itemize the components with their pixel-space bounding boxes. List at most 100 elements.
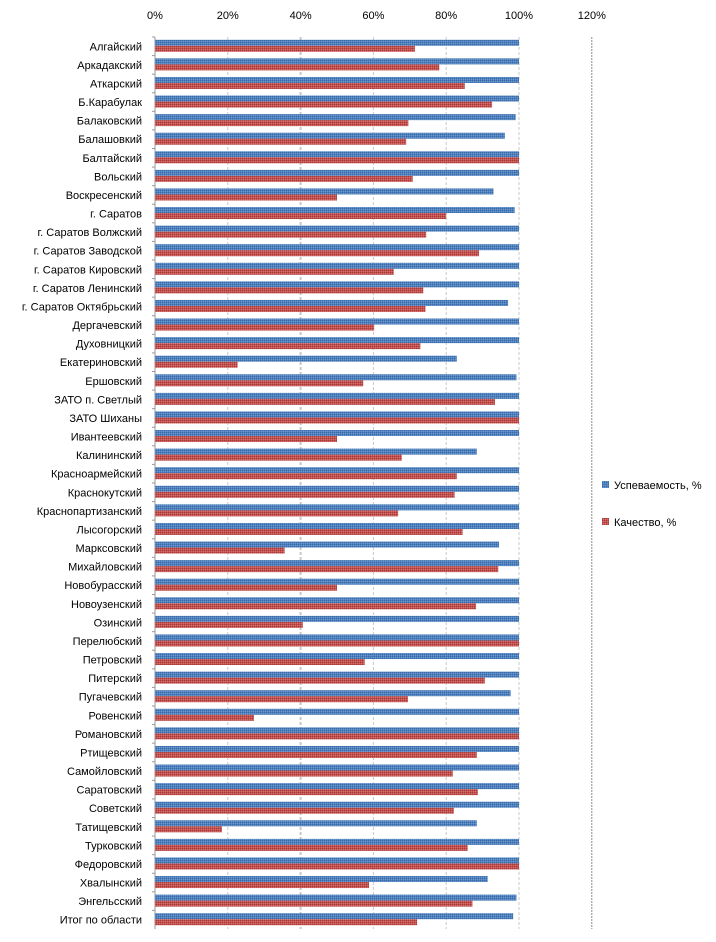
legend-label: Качество, % xyxy=(614,517,677,529)
bar-uspevaemost xyxy=(155,262,519,269)
bar-kachestvo xyxy=(155,714,255,721)
bar-kachestvo xyxy=(155,45,415,52)
bar-kachestvo xyxy=(155,436,337,443)
bar-uspevaemost xyxy=(155,504,519,511)
bar-kachestvo xyxy=(155,659,365,666)
category-label: Питерский xyxy=(88,673,142,685)
bar-kachestvo xyxy=(155,454,402,461)
bar-uspevaemost xyxy=(155,244,519,251)
bar-kachestvo xyxy=(155,900,473,907)
bar-kachestvo xyxy=(155,547,285,554)
bar-kachestvo xyxy=(155,343,421,350)
category-label: Балтайский xyxy=(82,153,142,165)
category-label: Татищевский xyxy=(75,822,142,834)
bar-uspevaemost xyxy=(155,151,519,158)
bar-kachestvo xyxy=(155,510,399,517)
bar-uspevaemost xyxy=(155,913,514,920)
x-tick-label: 100% xyxy=(505,10,533,22)
category-label: г. Саратов Волжский xyxy=(38,227,142,239)
bar-uspevaemost xyxy=(155,169,519,176)
bar-kachestvo xyxy=(155,82,465,89)
bar-kachestvo xyxy=(155,231,427,238)
bar-kachestvo xyxy=(155,213,447,220)
bar-uspevaemost xyxy=(155,58,519,65)
bar-kachestvo xyxy=(155,863,519,870)
category-label: Аркадакский xyxy=(77,60,142,72)
bar-uspevaemost xyxy=(155,894,517,901)
category-label: Михайловский xyxy=(68,562,142,574)
bar-uspevaemost xyxy=(155,355,457,362)
bar-kachestvo xyxy=(155,751,477,758)
category-label: Калининский xyxy=(76,450,142,462)
category-label: Ровенский xyxy=(89,710,143,722)
category-label: Хвалынский xyxy=(80,878,142,890)
category-label: г. Саратов Октябрьский xyxy=(22,301,142,313)
category-label: Марксовский xyxy=(75,543,142,555)
x-tick-label: 80% xyxy=(435,10,457,22)
bar-uspevaemost xyxy=(155,671,519,678)
bar-uspevaemost xyxy=(155,188,494,195)
category-label: Турковский xyxy=(85,840,142,852)
legend-swatch xyxy=(602,481,609,488)
bar-kachestvo xyxy=(155,361,238,368)
category-label: Озинский xyxy=(94,617,142,629)
category-label: ЗАТО Шиханы xyxy=(69,413,142,425)
bar-kachestvo xyxy=(155,175,413,182)
bar-kachestvo xyxy=(155,882,370,889)
bar-uspevaemost xyxy=(155,801,519,808)
bar-uspevaemost xyxy=(155,95,519,102)
bar-kachestvo xyxy=(155,138,407,145)
bar-kachestvo xyxy=(155,305,426,312)
category-label: Аткарский xyxy=(90,78,142,90)
bar-uspevaemost xyxy=(155,876,488,883)
bar-kachestvo xyxy=(155,250,479,257)
bar-uspevaemost xyxy=(155,820,477,827)
category-label: Федоровский xyxy=(75,859,142,871)
x-tick-label: 120% xyxy=(578,10,606,22)
bar-kachestvo xyxy=(155,287,424,294)
bar-kachestvo xyxy=(155,919,418,926)
category-label: Вольский xyxy=(94,171,142,183)
bar-uspevaemost xyxy=(155,560,519,567)
bar-kachestvo xyxy=(155,844,468,851)
bar-kachestvo xyxy=(155,417,519,424)
bar-uspevaemost xyxy=(155,299,509,306)
category-label: Екатериновский xyxy=(60,357,142,369)
bar-uspevaemost xyxy=(155,467,519,474)
bar-kachestvo xyxy=(155,157,519,164)
legend-label: Успеваемость, % xyxy=(614,480,702,492)
bar-kachestvo xyxy=(155,789,478,796)
bar-uspevaemost xyxy=(155,522,519,529)
bar-uspevaemost xyxy=(155,225,519,232)
bar-uspevaemost xyxy=(155,764,519,771)
bar-kachestvo xyxy=(155,566,499,573)
x-tick-label: 20% xyxy=(217,10,239,22)
category-label: Новоузенский xyxy=(71,599,142,611)
bar-uspevaemost xyxy=(155,430,519,437)
bar-kachestvo xyxy=(155,398,495,405)
bar-uspevaemost xyxy=(155,857,519,864)
bar-kachestvo xyxy=(155,473,457,480)
bar-uspevaemost xyxy=(155,281,519,288)
bar-uspevaemost xyxy=(155,39,519,46)
x-tick-label: 0% xyxy=(147,10,163,22)
bar-uspevaemost xyxy=(155,132,505,139)
category-label: Ртищевский xyxy=(80,747,142,759)
category-label: Ивантеевский xyxy=(71,432,142,444)
category-label: Балашовкий xyxy=(78,134,142,146)
bar-uspevaemost xyxy=(155,485,519,492)
bar-uspevaemost xyxy=(155,76,519,83)
category-label: Алгайский xyxy=(90,41,142,53)
bar-kachestvo xyxy=(155,64,440,71)
category-label: Краснопартизанский xyxy=(37,506,142,518)
category-label: Духовницкий xyxy=(76,339,142,351)
bar-uspevaemost xyxy=(155,374,517,381)
x-tick-label: 60% xyxy=(362,10,384,22)
bar-uspevaemost xyxy=(155,615,519,622)
category-label: Романовский xyxy=(75,729,142,741)
bar-kachestvo xyxy=(155,491,455,498)
legend-swatch xyxy=(602,518,609,525)
bar-uspevaemost xyxy=(155,411,519,418)
category-label: Балаковский xyxy=(77,116,142,128)
bar-kachestvo xyxy=(155,733,519,740)
